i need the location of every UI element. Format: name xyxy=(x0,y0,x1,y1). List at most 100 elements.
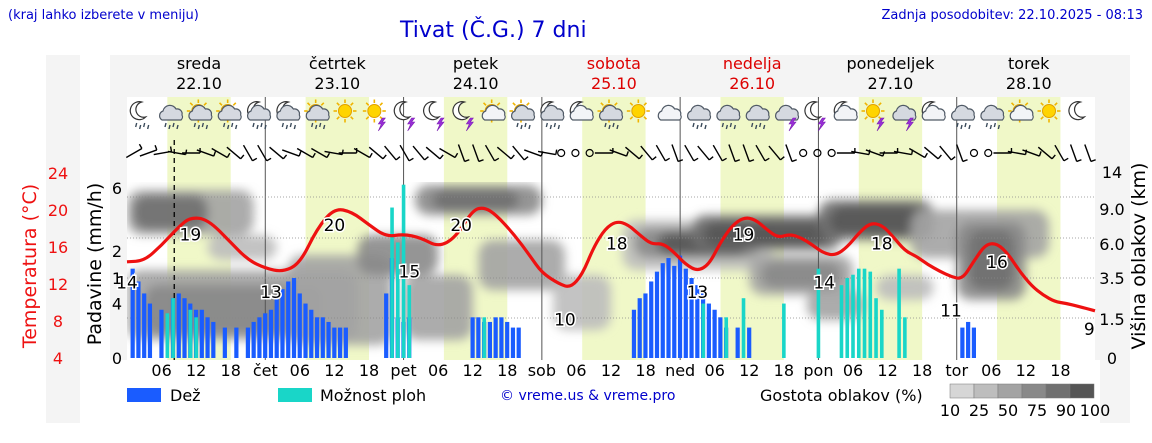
cloud-density-area xyxy=(132,195,208,230)
sun-ray xyxy=(600,102,604,106)
rain-bar xyxy=(130,268,135,358)
wind-barb-shaft xyxy=(457,144,466,162)
cloud-rain-icon xyxy=(687,104,712,130)
wind-barb-shaft xyxy=(728,144,736,162)
moon-shape xyxy=(423,101,441,121)
sun-ray xyxy=(350,102,354,106)
temperature-label: 10 xyxy=(554,311,576,331)
cloud-shape xyxy=(276,104,301,121)
cloud-thunder-icon xyxy=(892,104,917,132)
wind-barb-feather xyxy=(408,157,414,162)
wind-barb-feather xyxy=(326,152,331,158)
sun-ray xyxy=(320,102,325,106)
cloud-density-swatch xyxy=(1045,383,1071,399)
shower-bar xyxy=(188,309,193,358)
cloud-height-tick: 9.0 xyxy=(1099,200,1124,219)
x-tick-label: 18 xyxy=(359,361,379,380)
sun-ray xyxy=(189,102,194,106)
rain-bar xyxy=(142,293,147,358)
day-date: 25.10 xyxy=(591,74,637,93)
wind-calm-marker xyxy=(969,148,979,158)
wind-barb-shaft xyxy=(311,147,328,159)
wind-barb-shaft xyxy=(1054,144,1065,162)
cloud-density-area xyxy=(207,235,277,260)
wind-barb-feather xyxy=(1038,151,1042,157)
rain-drop xyxy=(524,122,527,128)
shower-bar xyxy=(782,303,786,358)
cloud-height-tick: 1.5 xyxy=(1099,310,1124,329)
x-tick-label: sob xyxy=(528,361,556,380)
rain-bar xyxy=(326,321,331,358)
cloud-density-level: 100 xyxy=(1080,401,1111,420)
wind-calm-marker xyxy=(557,148,566,158)
wind-barb xyxy=(226,146,245,160)
wind-barb-feather xyxy=(1024,149,1028,155)
rain-drop xyxy=(285,124,289,130)
rain-bar xyxy=(712,309,717,358)
rain-drop xyxy=(260,122,263,128)
wind-barb xyxy=(537,149,558,156)
wind-barb xyxy=(496,146,515,160)
moon-cloud-rain-icon xyxy=(540,101,565,130)
copyright-link[interactable]: © vreme.us & vreme.pro xyxy=(500,388,676,404)
wind-barb xyxy=(697,145,714,161)
temperature-line xyxy=(126,206,1096,313)
wind-barb-shaft xyxy=(655,144,666,162)
temperature-label: 15 xyxy=(399,262,421,282)
day-date: 28.10 xyxy=(1006,74,1052,93)
wind-barb-feather xyxy=(1063,157,1069,162)
day-date: 23.10 xyxy=(314,74,360,93)
wind-barb xyxy=(956,144,968,163)
wind-barb-shaft xyxy=(412,145,426,161)
wind-barb-shaft xyxy=(712,144,723,162)
sun-ray xyxy=(629,116,634,120)
cloud-shape xyxy=(305,104,330,121)
shower-bar xyxy=(816,268,821,358)
precipitation-tick: 2 xyxy=(112,242,122,261)
rain-bar xyxy=(643,293,648,358)
lightning-bolt xyxy=(465,117,474,132)
shower-bar xyxy=(903,317,907,358)
sun-icon xyxy=(333,99,357,123)
sun-disc xyxy=(367,104,382,118)
wind-barb-feather xyxy=(962,159,968,163)
sun-ray xyxy=(218,102,223,106)
shower-bar xyxy=(856,268,861,358)
sun-icon xyxy=(626,99,650,123)
wind-barb-feather xyxy=(282,154,288,160)
cloud-shape xyxy=(892,104,917,121)
wind-barb-shaft xyxy=(226,146,242,160)
wind-barb-shaft xyxy=(671,144,679,162)
sun-ray xyxy=(643,116,648,120)
location-menu-hint[interactable]: (kraj lahko izberete v meniju) xyxy=(8,8,199,23)
wind-barb-shaft xyxy=(939,145,952,161)
day-name: nedelja xyxy=(723,54,782,73)
wind-barb xyxy=(439,147,459,159)
shower-bar xyxy=(874,298,878,358)
rain-bar xyxy=(159,309,164,358)
rain-bar xyxy=(971,327,976,358)
rain-drop xyxy=(704,124,707,130)
wind-barb-feather xyxy=(937,154,942,160)
cloud-density-swatch xyxy=(997,383,1023,399)
rain-drop xyxy=(545,122,549,128)
temperature-label: 20 xyxy=(450,216,472,236)
sun-cloud-rain-icon xyxy=(509,99,536,130)
precipitation-tick: 1 xyxy=(112,269,122,288)
shower-bar xyxy=(897,268,901,358)
cloud-density-area xyxy=(432,190,519,210)
wind-barb-shaft xyxy=(439,147,456,159)
sun-icon xyxy=(1037,99,1061,123)
sun-ray xyxy=(526,102,530,106)
sun-ray xyxy=(350,116,354,120)
rain-bar xyxy=(280,289,285,358)
x-tick-label: 12 xyxy=(324,361,344,380)
wind-barb xyxy=(324,149,344,156)
rain-legend-swatch xyxy=(127,388,161,402)
temperature-label: 18 xyxy=(871,235,893,255)
sun-thunder-icon xyxy=(362,99,386,132)
rain-drop xyxy=(754,124,758,130)
sun-cloud-rain-icon xyxy=(597,99,624,130)
sun-ray xyxy=(336,116,340,120)
wind-barb xyxy=(671,144,684,163)
